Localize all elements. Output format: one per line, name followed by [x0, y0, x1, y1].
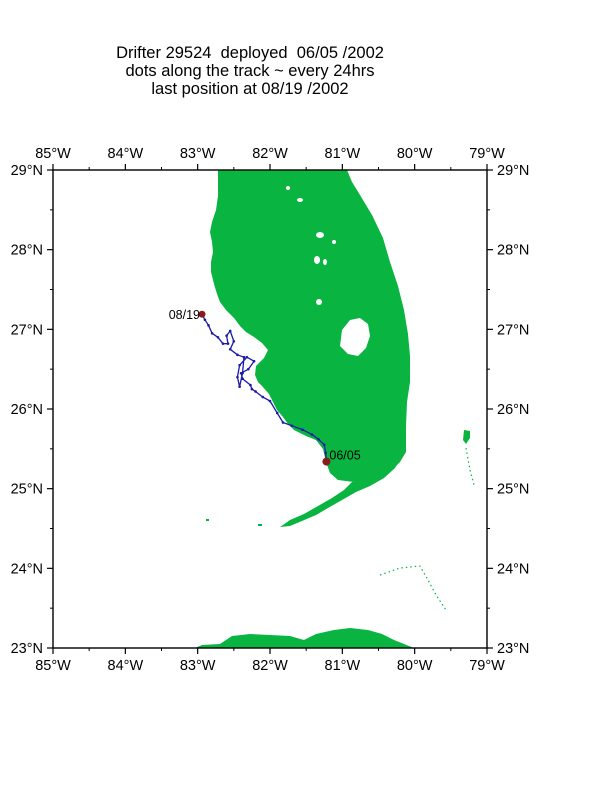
track-daily-dot [242, 355, 246, 359]
track-daily-dot [216, 336, 220, 339]
cuba [195, 628, 414, 648]
track-daily-dot [225, 334, 228, 338]
lat-tick-label-left: 27°N [11, 322, 43, 338]
lon-tick-label-bottom: 80°W [397, 658, 433, 674]
lat-tick-label-left: 25°N [11, 482, 43, 498]
axis-layer: 85°W 85°W 84°W 84°W 83°W 83°W 82°W 82°W 81°W 81°W… [11, 146, 530, 674]
lat-tick-label-left: 29°N [11, 163, 43, 179]
lon-tick-label-bottom: 82°W [252, 658, 288, 674]
drifter-track-layer [198, 310, 331, 466]
land-layer [195, 170, 475, 648]
start-date-label: 06/05 [329, 449, 360, 463]
track-daily-dot [322, 443, 326, 447]
lon-tick-label-top: 85°W [35, 146, 71, 162]
map-title: Drifter 29524 deployed 06/05 /2002 dots … [0, 44, 500, 98]
lon-tick-label-top: 80°W [397, 146, 433, 162]
track-daily-dot [281, 421, 285, 424]
florida-peninsula [210, 170, 410, 482]
lat-tick-label-right: 23°N [497, 641, 529, 657]
track-daily-dot [228, 329, 232, 333]
track-daily-dot [203, 318, 207, 322]
track-daily-dot [226, 342, 230, 345]
track-daily-dot [310, 433, 314, 436]
track-daily-dot [261, 395, 265, 399]
lon-tick-label-top: 83°W [180, 146, 216, 162]
inland-lakes [286, 186, 336, 305]
florida-keys [280, 460, 400, 527]
track-daily-dot [232, 339, 236, 343]
lat-tick-label-left: 23°N [11, 641, 43, 657]
track-daily-dot [249, 383, 252, 387]
track-daily-dot [324, 451, 327, 455]
track-daily-dot [254, 390, 257, 393]
track-daily-dot [238, 363, 241, 367]
lon-tick-label-bottom: 79°W [469, 658, 505, 674]
lat-tick-label-left: 24°N [11, 561, 43, 577]
lon-tick-label-bottom: 84°W [108, 658, 144, 674]
lat-tick-label-right: 26°N [497, 402, 529, 418]
track-daily-dot [236, 353, 239, 357]
track-daily-dot [207, 324, 210, 327]
deployment-marker [322, 457, 331, 466]
marquesas [258, 524, 262, 526]
track-daily-dot [252, 359, 256, 363]
track-daily-dot [275, 411, 279, 415]
lat-tick-label-left: 26°N [11, 402, 43, 418]
lon-tick-label-bottom: 83°W [180, 658, 216, 674]
grand-bahama-bits [463, 430, 470, 444]
title-line-1: Drifter 29524 deployed 06/05 /2002 [116, 44, 384, 62]
title-line-3: last position at 08/19 /2002 [151, 80, 349, 98]
track-daily-dot [210, 332, 214, 335]
track-daily-dot [236, 375, 239, 379]
track-daily-dot [241, 377, 244, 381]
lat-tick-label-right: 25°N [497, 482, 529, 498]
track-daily-dot [245, 355, 249, 359]
lon-tick-label-top: 79°W [469, 146, 505, 162]
lon-tick-label-bottom: 85°W [35, 658, 71, 674]
track-daily-dot [301, 428, 304, 432]
lat-tick-label-left: 28°N [11, 243, 43, 259]
track-daily-dot [290, 424, 294, 428]
track-daily-dot [250, 387, 254, 391]
last-position-marker [198, 310, 206, 318]
track-daily-dot [317, 437, 320, 441]
lon-tick-label-bottom: 81°W [325, 658, 361, 674]
bahamas-dots [379, 447, 475, 611]
track-daily-dot [228, 347, 232, 351]
dry-tortugas [206, 519, 209, 521]
lat-tick-label-right: 24°N [497, 561, 529, 577]
lon-tick-label-top: 81°W [325, 146, 361, 162]
lake-okeechobee [340, 318, 370, 356]
track-daily-dot [238, 385, 241, 388]
lon-tick-label-top: 82°W [252, 146, 288, 162]
title-line-2: dots along the track ~ every 24hrs [125, 62, 375, 80]
lat-tick-label-right: 27°N [497, 322, 529, 338]
end-date-label: 08/19 [169, 308, 200, 322]
track-daily-dot [241, 371, 244, 375]
track-daily-dot [268, 399, 272, 403]
lat-tick-label-right: 29°N [497, 163, 529, 179]
lon-tick-label-top: 84°W [108, 146, 144, 162]
track-daily-dot [247, 367, 250, 371]
track-daily-dot [221, 342, 225, 345]
lat-tick-label-right: 28°N [497, 243, 529, 259]
